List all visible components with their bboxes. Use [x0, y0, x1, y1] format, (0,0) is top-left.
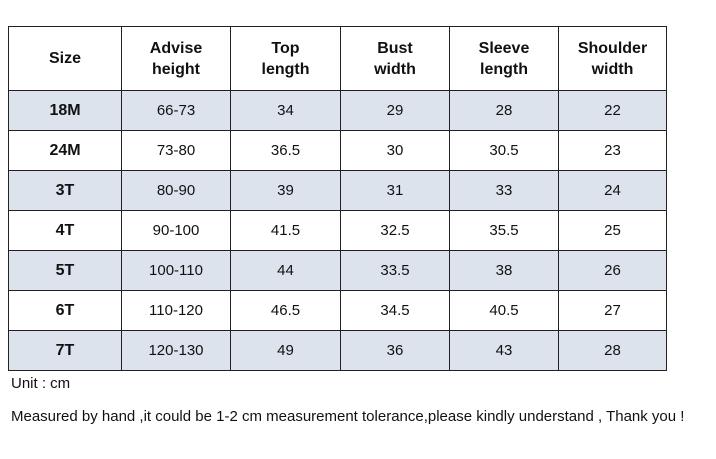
size-cell: 4T: [8, 210, 122, 251]
header-cell: Sleeve length: [449, 26, 559, 91]
value-cell: 36.5: [230, 130, 341, 171]
table-row: 4T 90-100 41.5 32.5 35.5 25: [8, 210, 667, 251]
value-cell: 30: [340, 130, 450, 171]
value-cell: 24: [558, 170, 667, 211]
table-row: 6T 110-120 46.5 34.5 40.5 27: [8, 290, 667, 331]
value-cell: 40.5: [449, 290, 559, 331]
header-text: Advise height: [149, 39, 203, 78]
table-row: 24M 73-80 36.5 30 30.5 23: [8, 130, 667, 171]
value-cell: 34.5: [340, 290, 450, 331]
size-cell: 18M: [8, 90, 122, 131]
header-text: Size: [48, 50, 81, 67]
value-cell: 66-73: [121, 90, 231, 131]
header-cell: Bust width: [340, 26, 450, 91]
value-cell: 43: [449, 330, 559, 371]
size-cell: 24M: [8, 130, 122, 171]
value-cell: 35.5: [449, 210, 559, 251]
header-text: Bust width: [374, 39, 416, 78]
value-cell: 31: [340, 170, 450, 211]
value-cell: 28: [558, 330, 667, 371]
size-table: Size Advise height Top length Bust width Sle…: [8, 26, 667, 371]
unit-note: Unit : cm: [11, 375, 71, 392]
value-cell: 49: [230, 330, 341, 371]
value-cell: 26: [558, 250, 667, 291]
header-cell: Size: [8, 26, 122, 91]
header-text: Shoulder width: [577, 39, 648, 78]
value-cell: 29: [340, 90, 450, 131]
table-row: 5T 100-110 44 33.5 38 26: [8, 250, 667, 291]
value-cell: 39: [230, 170, 341, 211]
table-body: 18M 66-73 34 29 28 22 24M 73-80 36.5 30 30.5 23 3T 80…: [8, 90, 667, 371]
value-cell: 73-80: [121, 130, 231, 171]
size-cell: 6T: [8, 290, 122, 331]
value-cell: 32.5: [340, 210, 450, 251]
value-cell: 22: [558, 90, 667, 131]
value-cell: 90-100: [121, 210, 231, 251]
table-row: 18M 66-73 34 29 28 22: [8, 90, 667, 131]
value-cell: 41.5: [230, 210, 341, 251]
size-cell: 5T: [8, 250, 122, 291]
value-cell: 36: [340, 330, 450, 371]
value-cell: 46.5: [230, 290, 341, 331]
table-row: 3T 80-90 39 31 33 24: [8, 170, 667, 211]
value-cell: 38: [449, 250, 559, 291]
header-row: Size Advise height Top length Bust width Sle…: [8, 26, 667, 91]
tolerance-note: Measured by hand ,it could be 1-2 cm mea…: [11, 408, 685, 425]
value-cell: 23: [558, 130, 667, 171]
size-cell: 3T: [8, 170, 122, 211]
value-cell: 110-120: [121, 290, 231, 331]
value-cell: 25: [558, 210, 667, 251]
value-cell: 80-90: [121, 170, 231, 211]
value-cell: 100-110: [121, 250, 231, 291]
size-cell: 7T: [8, 330, 122, 371]
header-text: Sleeve length: [478, 39, 530, 78]
value-cell: 27: [558, 290, 667, 331]
value-cell: 120-130: [121, 330, 231, 371]
value-cell: 28: [449, 90, 559, 131]
value-cell: 33.5: [340, 250, 450, 291]
value-cell: 44: [230, 250, 341, 291]
header-text: Top length: [261, 39, 310, 78]
header-cell: Advise height: [121, 26, 231, 91]
header-cell: Top length: [230, 26, 341, 91]
value-cell: 30.5: [449, 130, 559, 171]
table-row: 7T 120-130 49 36 43 28: [8, 330, 667, 371]
value-cell: 34: [230, 90, 341, 131]
value-cell: 33: [449, 170, 559, 211]
header-cell: Shoulder width: [558, 26, 667, 91]
